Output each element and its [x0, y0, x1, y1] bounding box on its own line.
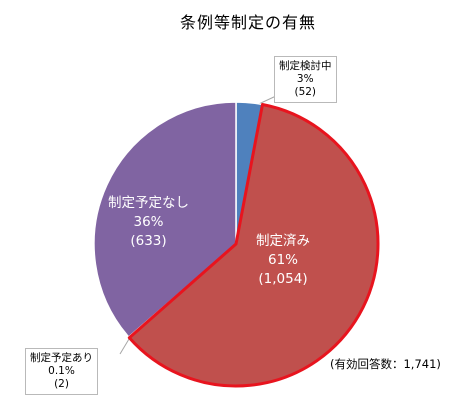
chart-title: 条例等制定の有無 — [180, 13, 317, 32]
slice-name: 制定予定なし — [108, 195, 189, 211]
slice-percent: 61% — [267, 252, 298, 268]
slice-percent: 0.1% — [48, 365, 75, 377]
pie-slice-zumi — [127, 102, 380, 388]
slice-count: (633) — [130, 233, 167, 249]
slice-name: 制定済み — [256, 233, 310, 249]
slice-name: 制定検討中 — [279, 60, 332, 72]
callout-seitei-yotei-ari: 制定予定あり 0.1% (2) — [25, 348, 98, 395]
slice-count: (52) — [294, 86, 317, 98]
total-responses-note: (有効回答数：1,741) — [330, 357, 441, 371]
callout-seitei-kentou: 制定検討中 3% (52) — [274, 56, 337, 103]
slice-name: 制定予定あり — [30, 352, 93, 364]
slice-count: (1,054) — [258, 271, 308, 287]
slice-percent: 3% — [296, 73, 314, 85]
slice-label-seitei-zumi: 制定済み 61% (1,054) — [256, 232, 310, 289]
slice-percent: 36% — [133, 214, 164, 230]
slice-count: (2) — [54, 378, 69, 390]
pie-slice-nashi — [93, 101, 237, 339]
slice-label-seitei-yotei-nashi: 制定予定なし 36% (633) — [108, 194, 189, 251]
leader-line-ari — [119, 338, 130, 355]
